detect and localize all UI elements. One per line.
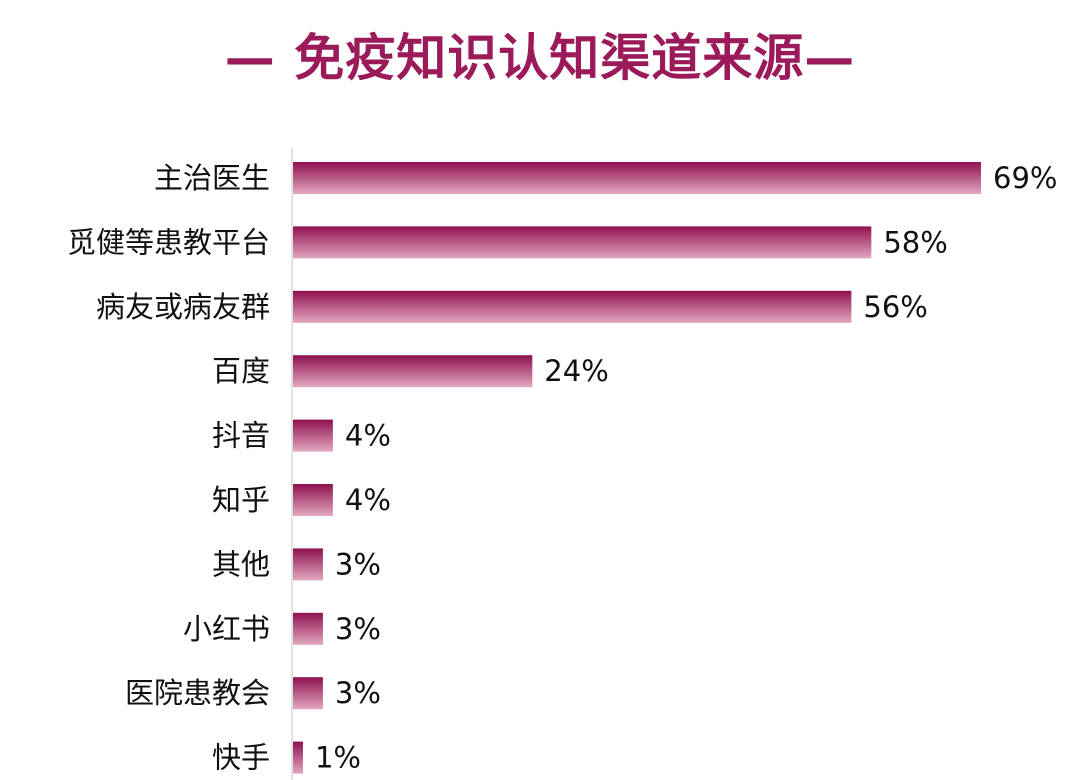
category-label: 小红书 [183, 612, 270, 646]
category-label: 快手 [212, 741, 270, 775]
category-label: 百度 [212, 354, 270, 388]
value-label: 1% [315, 741, 361, 775]
value-label: 4% [345, 419, 391, 453]
value-label: 56% [863, 290, 927, 324]
value-labels: 69% 58% 56% 24% 4% 4% 3% 3% 3% 1% [315, 161, 1057, 775]
bar-7 [293, 612, 323, 645]
value-label: 3% [335, 676, 381, 710]
bar-6 [293, 548, 323, 581]
bar-2 [293, 290, 852, 323]
bar-5 [293, 484, 333, 516]
value-label: 4% [345, 483, 391, 517]
category-label: 病友或病友群 [96, 290, 270, 324]
bar-1 [293, 226, 872, 259]
value-label: 3% [335, 612, 381, 646]
category-label: 其他 [212, 547, 270, 581]
chart-title: — 免疫知识认知渠道来源— [224, 29, 856, 87]
value-label: 58% [883, 225, 947, 259]
value-label: 3% [335, 547, 381, 581]
category-label: 主治医生 [154, 161, 270, 195]
category-label: 抖音 [212, 419, 270, 453]
bar-3 [293, 355, 533, 388]
category-label: 觅健等患教平台 [67, 225, 270, 259]
bar-9 [293, 741, 303, 774]
category-label: 医院患教会 [125, 676, 270, 710]
value-label: 69% [993, 161, 1057, 195]
chart-title-row: — 免疫知识认知渠道来源— [0, 18, 1080, 98]
bars-group [293, 162, 981, 774]
value-label: 24% [544, 354, 608, 388]
bar-8 [293, 677, 323, 710]
bar-4 [293, 419, 333, 452]
bar-0 [293, 162, 981, 194]
category-label: 知乎 [212, 483, 270, 517]
